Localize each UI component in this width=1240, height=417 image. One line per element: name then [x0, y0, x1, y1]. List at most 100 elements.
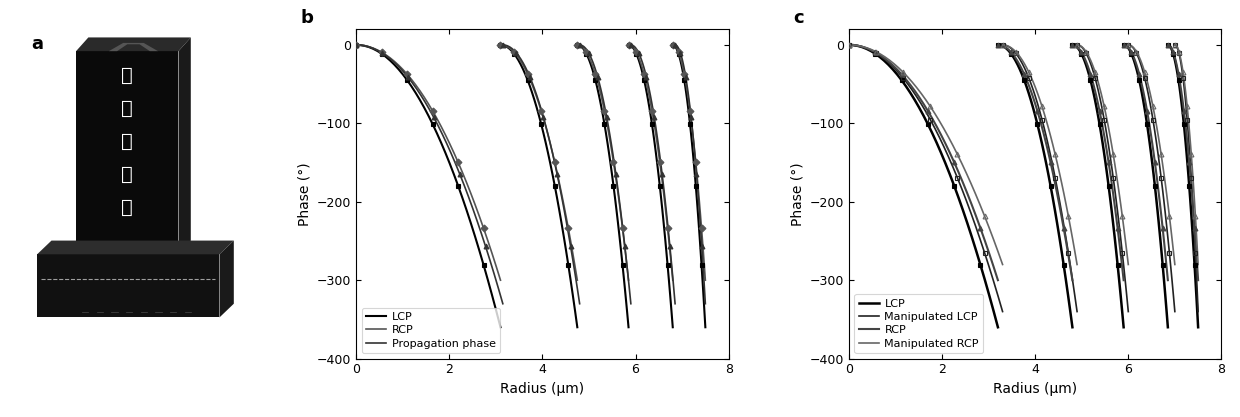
LCP [859, 46, 874, 51]
RCP [908, 88, 923, 93]
Propagation phase [465, 206, 480, 211]
RCP [413, 88, 428, 93]
Manipulated RCP [864, 47, 879, 52]
Text: 元: 元 [122, 198, 133, 217]
LCP [868, 51, 883, 56]
LCP [476, 262, 491, 267]
LCP [429, 131, 444, 136]
LCP [977, 277, 992, 282]
LCP [960, 221, 975, 226]
RCP [357, 43, 372, 48]
RCP [485, 251, 500, 256]
LCP [951, 195, 966, 200]
Manipulated LCP [945, 164, 960, 169]
LCP [374, 51, 389, 56]
LCP [383, 58, 398, 63]
Line: Propagation phase: Propagation phase [356, 45, 503, 304]
LCP [846, 43, 861, 48]
LCP [494, 325, 508, 330]
RCP [383, 55, 398, 60]
Manipulated RCP [941, 134, 956, 139]
Propagation phase [401, 75, 415, 80]
Line: LCP: LCP [849, 45, 998, 327]
Manipulated RCP [851, 43, 866, 48]
Manipulated RCP [991, 249, 1006, 254]
Text: 单: 单 [122, 165, 133, 184]
Propagation phase [470, 218, 485, 223]
Manipulated RCP [846, 43, 861, 48]
RCP [899, 77, 914, 82]
RCP [399, 72, 414, 77]
RCP [868, 50, 883, 55]
Manipulated LCP [868, 51, 883, 56]
LCP [378, 54, 393, 59]
LCP [361, 45, 376, 50]
RCP [361, 44, 376, 49]
RCP [859, 45, 874, 50]
RCP [946, 160, 961, 165]
Manipulated LCP [977, 250, 992, 255]
Manipulated LCP [955, 186, 970, 191]
Manipulated RCP [887, 61, 901, 66]
RCP [391, 63, 405, 68]
Propagation phase [430, 123, 445, 128]
RCP [911, 95, 926, 100]
LCP [937, 161, 952, 166]
Polygon shape [109, 43, 157, 51]
LCP [968, 248, 983, 253]
LCP [353, 43, 368, 48]
RCP [863, 48, 878, 53]
Manipulated RCP [963, 181, 978, 186]
Text: 超: 超 [122, 66, 133, 85]
Manipulated RCP [936, 126, 951, 131]
Propagation phase [348, 43, 363, 48]
LCP [934, 150, 949, 155]
RCP [480, 238, 495, 243]
RCP [937, 141, 952, 146]
Manipulated LCP [941, 154, 956, 159]
Propagation phase [439, 141, 454, 146]
LCP [489, 309, 503, 314]
Propagation phase [379, 53, 394, 58]
LCP [956, 208, 971, 213]
LCP [942, 171, 957, 176]
Manipulated RCP [972, 202, 987, 207]
LCP [413, 97, 428, 102]
RCP [446, 150, 461, 155]
Propagation phase [396, 70, 410, 75]
RCP [846, 43, 861, 48]
RCP [934, 132, 949, 137]
Polygon shape [76, 51, 179, 254]
RCP [467, 202, 482, 207]
LCP [842, 43, 857, 48]
LCP [965, 234, 980, 239]
Manipulated RCP [945, 143, 960, 148]
LCP [450, 183, 465, 188]
Manipulated LCP [846, 43, 861, 48]
LCP [885, 67, 900, 72]
RCP [429, 116, 444, 121]
RCP [973, 226, 988, 231]
RCP [877, 55, 892, 60]
Propagation phase [435, 132, 450, 137]
RCP [489, 264, 503, 269]
LCP [903, 90, 918, 95]
RCP [417, 95, 432, 100]
Propagation phase [422, 107, 436, 112]
RCP [378, 53, 393, 58]
RCP [968, 214, 983, 219]
Manipulated RCP [856, 44, 870, 49]
Propagation phase [374, 50, 389, 55]
Propagation phase [371, 48, 386, 53]
RCP [880, 59, 895, 64]
Propagation phase [479, 244, 494, 249]
Text: c: c [794, 10, 804, 28]
Propagation phase [453, 171, 467, 176]
RCP [991, 278, 1006, 283]
LCP [946, 183, 961, 188]
LCP [443, 161, 458, 166]
Propagation phase [474, 231, 489, 236]
Manipulated LCP [936, 144, 951, 149]
Manipulated LCP [991, 294, 1006, 299]
Manipulated LCP [859, 46, 874, 51]
